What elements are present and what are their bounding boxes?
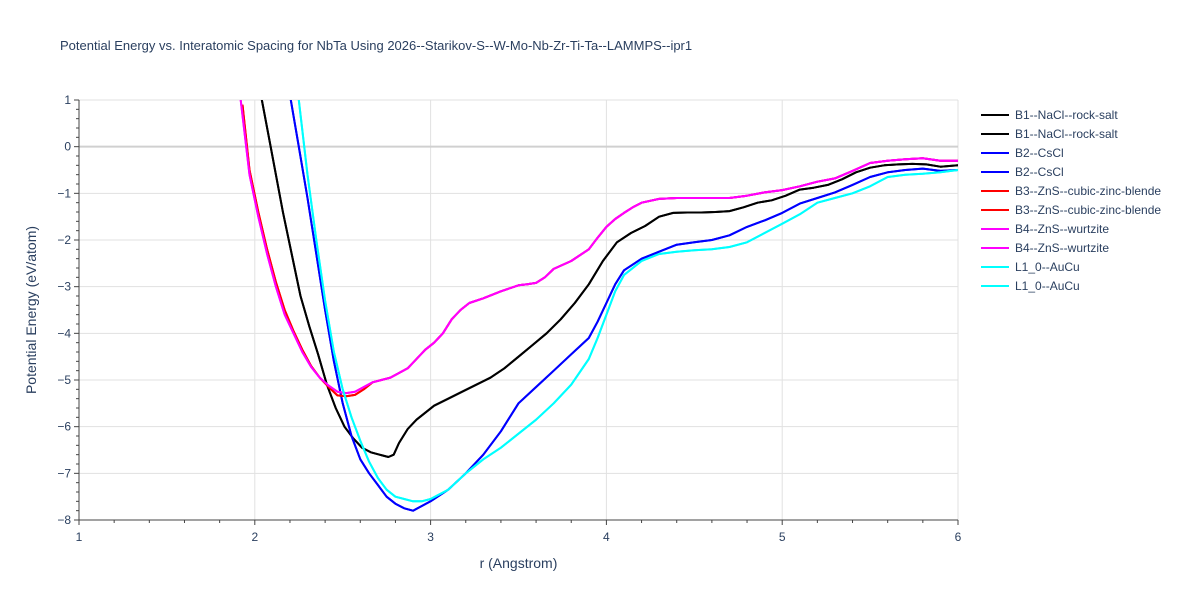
x-tick-label: 2 xyxy=(251,530,258,544)
y-tick-label: −3 xyxy=(57,280,71,294)
axes xyxy=(74,99,959,525)
legend-label: B3--ZnS--cubic-zinc-blende xyxy=(1015,203,1161,217)
series-line-0 xyxy=(260,100,958,458)
x-tick-label: 6 xyxy=(955,530,962,544)
series-line-6 xyxy=(239,100,958,395)
x-tick-label: 1 xyxy=(76,530,83,544)
series-line-9 xyxy=(297,100,958,503)
chart-title: Potential Energy vs. Interatomic Spacing… xyxy=(60,38,692,53)
y-tick-label: −6 xyxy=(57,420,71,434)
legend-label: B1--NaCl--rock-salt xyxy=(1015,127,1118,141)
y-tick-label: 0 xyxy=(64,140,71,154)
legend-label: L1_0--AuCu xyxy=(1015,279,1080,293)
y-tick-label: −8 xyxy=(57,513,71,527)
y-tick-label: −4 xyxy=(57,326,71,340)
y-tick-label: 1 xyxy=(64,93,71,107)
y-tick-label: −2 xyxy=(57,233,71,247)
series-line-3 xyxy=(289,100,958,512)
grid-lines xyxy=(79,99,959,520)
y-tick-label: −1 xyxy=(57,186,71,200)
series-line-5 xyxy=(241,104,958,398)
series-line-7 xyxy=(239,100,958,395)
legend-label: B4--ZnS--wurtzite xyxy=(1015,222,1109,236)
series-line-4 xyxy=(241,104,958,398)
x-tick-label: 3 xyxy=(427,530,434,544)
x-axis-title: r (Angstrom) xyxy=(480,555,558,571)
x-tick-labels: 1 2 3 4 5 6 xyxy=(76,530,962,544)
series-line-2 xyxy=(289,100,958,512)
legend-label: L1_0--AuCu xyxy=(1015,260,1080,274)
legend-label: B2--CsCl xyxy=(1015,165,1064,179)
series-lines xyxy=(239,100,958,512)
legend-label: B3--ZnS--cubic-zinc-blende xyxy=(1015,184,1161,198)
x-tick-label: 4 xyxy=(603,530,610,544)
series-line-1 xyxy=(260,100,958,458)
legend-label: B1--NaCl--rock-salt xyxy=(1015,108,1118,122)
y-axis-title: Potential Energy (eV/atom) xyxy=(23,226,39,394)
legend-label: B2--CsCl xyxy=(1015,146,1064,160)
legend-label: B4--ZnS--wurtzite xyxy=(1015,241,1109,255)
legend: B1--NaCl--rock-salt B1--NaCl--rock-salt B2… xyxy=(981,108,1161,293)
y-tick-label: −5 xyxy=(57,373,71,387)
x-tick-label: 5 xyxy=(779,530,786,544)
y-tick-labels: 1 0 −1 −2 −3 −4 −5 −6 −7 −8 xyxy=(57,93,71,527)
series-line-8 xyxy=(297,100,958,503)
y-tick-label: −7 xyxy=(57,466,71,480)
